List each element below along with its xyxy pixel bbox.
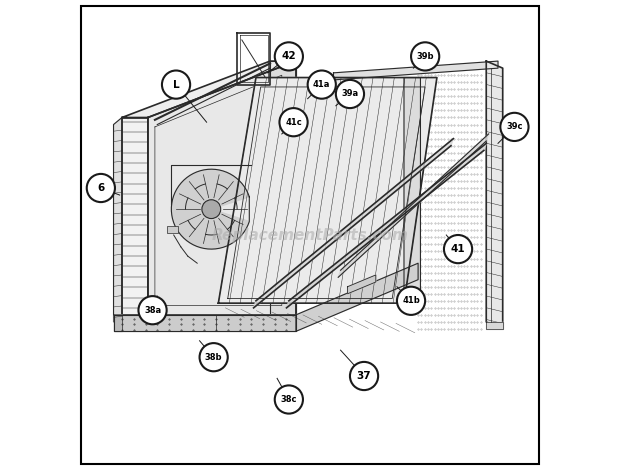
Text: ReplacementParts.com: ReplacementParts.com [211,227,409,243]
Text: 41: 41 [451,244,466,254]
Circle shape [275,385,303,414]
Text: 38a: 38a [144,306,161,315]
Polygon shape [338,134,489,277]
Text: 6: 6 [97,183,105,193]
Polygon shape [148,61,296,315]
Text: 42: 42 [281,51,296,62]
Polygon shape [296,263,418,331]
Text: 38c: 38c [281,395,297,404]
Polygon shape [122,118,148,315]
Polygon shape [122,61,296,118]
Circle shape [444,235,472,263]
Polygon shape [218,78,437,303]
Polygon shape [113,315,296,331]
Circle shape [200,343,228,371]
Text: 39a: 39a [342,89,358,99]
Polygon shape [113,118,122,322]
Circle shape [202,200,221,219]
Circle shape [87,174,115,202]
Text: 41c: 41c [285,118,302,127]
Circle shape [138,296,167,324]
Polygon shape [254,139,453,308]
Polygon shape [486,322,503,329]
Polygon shape [113,315,122,331]
Text: 41a: 41a [313,80,330,89]
Circle shape [350,362,378,390]
Circle shape [275,42,303,70]
Polygon shape [270,61,296,315]
Polygon shape [348,275,376,294]
Polygon shape [486,61,503,329]
Polygon shape [404,78,420,303]
Text: 41b: 41b [402,296,420,306]
Circle shape [308,70,336,99]
Circle shape [500,113,528,141]
Text: 39c: 39c [506,122,523,132]
Text: 39b: 39b [417,52,434,61]
Polygon shape [286,143,486,308]
Circle shape [280,108,308,136]
Polygon shape [171,169,249,249]
Circle shape [162,70,190,99]
Text: 37: 37 [356,371,371,381]
Text: L: L [173,79,179,90]
Bar [167,226,179,233]
Circle shape [336,80,364,108]
Polygon shape [334,61,498,80]
Circle shape [411,42,439,70]
Text: 38b: 38b [205,352,223,362]
Circle shape [397,287,425,315]
